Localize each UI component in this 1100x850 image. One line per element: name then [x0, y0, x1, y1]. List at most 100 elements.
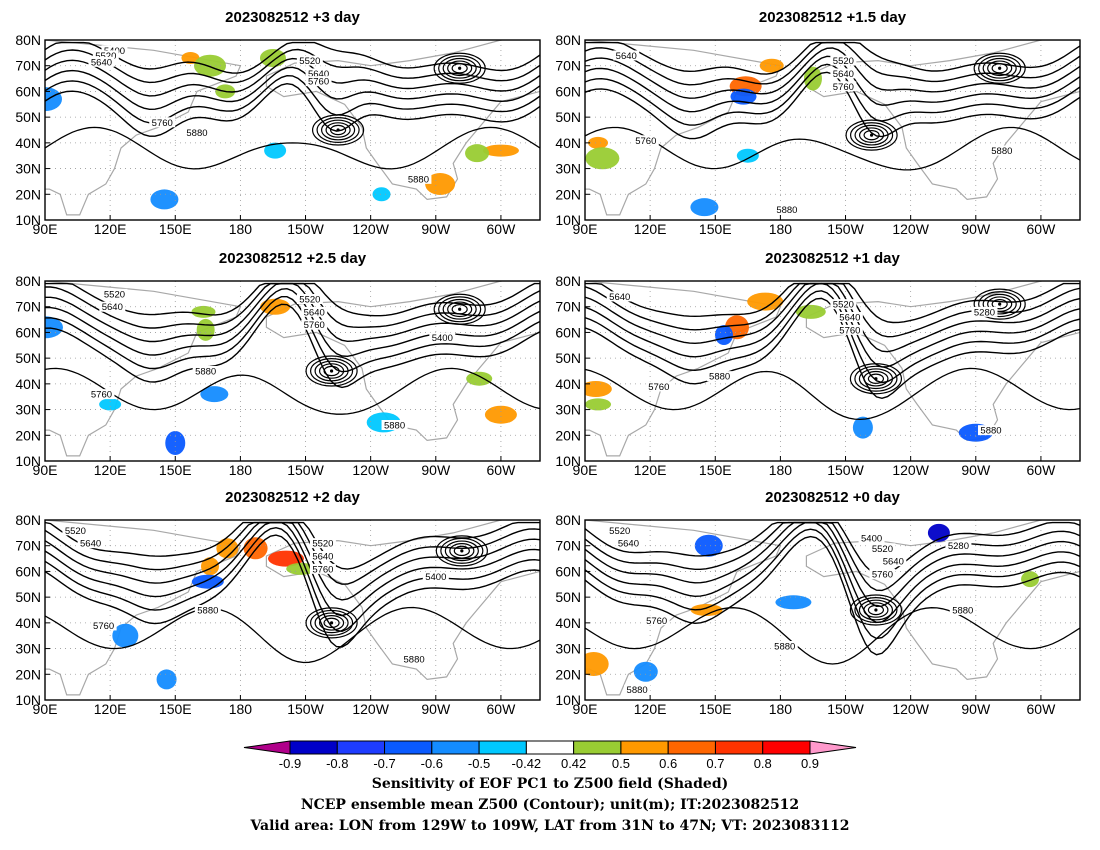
closed-contour: [991, 298, 1008, 310]
contour-label: 5760: [833, 82, 854, 93]
closed-contour: [863, 370, 889, 387]
sensitivity-shade: [775, 595, 812, 610]
contour-label-bg: [706, 371, 733, 382]
lat-label: 40N: [555, 615, 581, 631]
coastline: [45, 40, 242, 216]
map-frame: [584, 519, 1081, 701]
panel-title: 2023082512 +2 day: [225, 489, 360, 506]
lat-label: 50N: [555, 109, 581, 125]
contour-label: 5400: [861, 534, 882, 545]
map-panel-4: 5640552056405760528057605880588080N70N60…: [555, 250, 1081, 478]
closed-contour: [438, 55, 482, 82]
sensitivity-shade: [714, 325, 733, 345]
panel-title: 2023082512 +1 day: [765, 250, 900, 267]
contour-label: 5880: [980, 426, 1001, 437]
closed-contour: [442, 298, 477, 320]
contour-label-bg: [296, 294, 323, 304]
lat-label: 20N: [555, 427, 581, 443]
sensitivity-shade: [99, 398, 122, 411]
closed-contour: [858, 368, 894, 390]
lon-label: 120W: [352, 701, 389, 717]
lat-label: 40N: [15, 615, 41, 631]
lon-label: 150E: [159, 701, 192, 717]
contour-label: 5640: [102, 302, 123, 313]
closed-contour: [858, 127, 885, 143]
lat-label: 30N: [15, 641, 41, 657]
sensitivity-shade: [633, 661, 658, 682]
colorbar-tick-label: 0.5: [612, 756, 630, 771]
contour-label-bg: [101, 288, 128, 299]
contour-label-bg: [624, 684, 651, 695]
sensitivity-shade: [112, 623, 139, 648]
colorbar-swatch: [336, 740, 386, 755]
lon-label: 180: [229, 701, 253, 717]
sensitivity-shade: [196, 318, 215, 341]
lon-label: 120W: [892, 462, 929, 478]
lon-label: 120E: [634, 462, 667, 478]
sensitivity-shade: [747, 292, 784, 311]
lon-label: 120E: [634, 701, 667, 717]
sensitivity-shade: [736, 148, 759, 163]
sensitivity-shade: [466, 371, 493, 386]
caption-line-3: Valid area: LON from 129W to 109W, LAT f…: [250, 818, 850, 834]
z500-contour: [45, 126, 540, 170]
closed-contour: [863, 129, 880, 141]
sensitivity-shade: [690, 604, 723, 616]
lat-label: 50N: [15, 109, 41, 125]
contour-label-bg: [309, 538, 336, 549]
closed-contour: [305, 355, 358, 387]
contour-label-bg: [101, 45, 128, 56]
lat-label: 60N: [555, 563, 581, 579]
lat-label: 40N: [15, 376, 41, 392]
coastline: [585, 40, 782, 216]
contour-label: 5760: [304, 320, 325, 331]
z500-contour: [45, 303, 540, 389]
colorbar: -0.9 -0.8 -0.7 -0.6 -0.5 -0.42 0.42 0.5 0.6 0.7 0.…: [243, 740, 857, 771]
colorbar-swatch: [289, 740, 338, 755]
caption-line-2: NCEP ensemble mean Z500 (Contour); unit(…: [300, 797, 800, 813]
closed-contour: [863, 602, 889, 618]
lat-label: 50N: [15, 589, 41, 605]
lat-label: 70N: [555, 299, 581, 315]
lat-label: 80N: [555, 512, 581, 528]
contour-label-bg: [858, 533, 885, 543]
lat-label: 20N: [15, 666, 41, 682]
lon-label: 60W: [1027, 462, 1057, 478]
contour-label-bg: [309, 563, 336, 574]
contour-label: 5520: [299, 295, 320, 306]
z500-contour: [585, 607, 1080, 665]
closed-contour: [849, 363, 903, 395]
lat-label: 80N: [15, 273, 41, 289]
lat-label: 20N: [15, 186, 41, 202]
lon-label: 90W: [421, 462, 451, 478]
colorbar-swatch: [384, 740, 433, 755]
z500-contour: [45, 74, 540, 124]
contour-label: 5640: [304, 307, 325, 318]
lon-label: 90W: [961, 221, 991, 237]
closed-contour: [845, 119, 898, 151]
lon-label: 90W: [421, 701, 451, 717]
contour-label-bg: [92, 50, 119, 61]
panel-title: 2023082512 +0 day: [765, 489, 900, 506]
map-frame: [44, 519, 541, 701]
contour-center: [458, 66, 462, 70]
contour-label: 5640: [618, 539, 639, 550]
map-panel-6: 5520 5640 5400 5280 5520 5640 5760 5880 5760 5880…: [555, 489, 1081, 717]
z500-contour: [585, 521, 1080, 592]
colorbar-swatch: [525, 740, 575, 755]
contour-label: 5640: [80, 539, 101, 550]
lon-label: 180: [229, 462, 253, 478]
closed-contour: [978, 55, 1022, 82]
lat-label: 60N: [15, 563, 41, 579]
colorbar-swatch: [431, 740, 480, 755]
closed-contour: [305, 607, 358, 639]
z500-contour: [45, 296, 540, 373]
contour-label: 5520: [312, 539, 333, 550]
contour-label-bg: [296, 55, 323, 66]
lat-label: 30N: [555, 641, 581, 657]
contour-label-bg: [613, 50, 640, 61]
colorbar-high-arrow: [809, 740, 857, 755]
lat-label: 60N: [555, 324, 581, 340]
lon-label: 150E: [699, 221, 732, 237]
